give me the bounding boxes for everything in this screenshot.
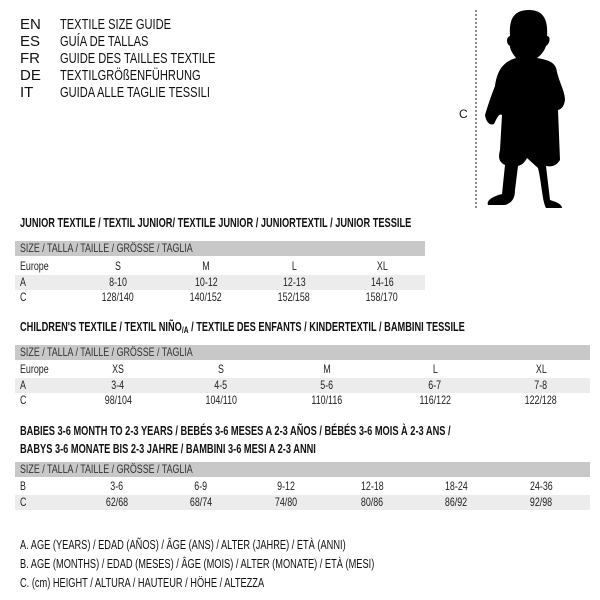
table-row: Europe XS S M L XL [15, 362, 590, 378]
table-cell: 92/98 [529, 494, 553, 509]
row-label: C [20, 393, 27, 407]
table-header-text: SIZE / TALLA / TAILLE / GRÖSSE / TAGLIA [20, 462, 193, 476]
table-cell: 3-4 [111, 377, 125, 392]
row-label: A [20, 377, 26, 392]
table-cell: 12-18 [360, 479, 384, 493]
row-label: A [20, 274, 26, 289]
table-cell: 80/86 [360, 494, 384, 509]
children-title-text: CHILDREN'S TEXTILE / TEXTIL NIÑO [20, 320, 182, 334]
language-code: EN [20, 16, 41, 33]
legend-item: C. (cm) HEIGHT / ALTURA / HAUTEUR / HÖHE… [20, 576, 265, 590]
table-cell: 152/158 [277, 290, 311, 304]
table-cell: 98/104 [104, 393, 132, 407]
table-cell: 24-36 [529, 479, 553, 493]
table-cell: M [202, 259, 210, 273]
table-header: SIZE / TALLA / TAILLE / GRÖSSE / TAGLIA [15, 462, 590, 477]
table-row: C 62/68 68/74 74/80 80/86 86/92 92/98 [15, 494, 590, 510]
babies-size-table: SIZE / TALLA / TAILLE / GRÖSSE / TAGLIA … [15, 462, 590, 510]
table-cell: M [323, 362, 331, 376]
row-label: C [20, 494, 27, 509]
table-cell: 68/74 [189, 494, 213, 509]
language-code: IT [20, 84, 34, 101]
table-cell: 140/152 [189, 290, 223, 304]
table-row: A 8-10 10-12 12-13 14-16 [15, 274, 425, 290]
table-row: C 128/140 140/152 152/158 158/170 [15, 290, 425, 306]
table-cell: 158/170 [365, 290, 399, 304]
abbreviation-legend: A. AGE (YEARS) / EDAD (AÑOS) / ÂGE (ANS)… [20, 536, 499, 593]
babies-title-line: BABYS 3-6 MONATE BIS 2-3 JAHRE / BAMBINI… [20, 442, 316, 456]
table-cell: 3-6 [110, 479, 124, 493]
language-title: GUIDA ALLE TAGLIE TESSILI [60, 84, 210, 101]
table-cell: 14-16 [370, 274, 394, 289]
legend-item: B. AGE (MONTHS) / EDAD (MESES) / ÂGE (MO… [20, 557, 375, 571]
row-label: Europe [20, 259, 49, 273]
row-label: C [20, 290, 27, 304]
children-title-rest: / TEXTILE DES ENFANTS / KINDERTEXTIL / B… [188, 320, 465, 334]
table-cell: 7-8 [534, 377, 548, 392]
table-cell: 4-5 [214, 377, 228, 392]
language-title: TEXTILGRÖßENFÜHRUNG [60, 67, 201, 84]
junior-size-table: SIZE / TALLA / TAILLE / GRÖSSE / TAGLIA … [15, 241, 425, 306]
table-cell: 104/110 [205, 393, 237, 407]
table-cell: XL [535, 362, 547, 376]
table-cell: S [115, 259, 121, 273]
table-cell: 74/80 [274, 494, 298, 509]
children-size-table: SIZE / TALLA / TAILLE / GRÖSSE / TAGLIA … [15, 345, 590, 409]
table-cell: 116/122 [419, 393, 451, 407]
table-cell: 5-6 [320, 377, 334, 392]
legend-item: A. AGE (YEARS) / EDAD (AÑOS) / ÂGE (ANS)… [20, 538, 346, 552]
language-title: GUÍA DE TALLAS [60, 33, 149, 50]
table-row: Europe S M L XL [15, 259, 425, 275]
language-code: FR [20, 50, 40, 67]
table-cell: 110/116 [311, 393, 343, 407]
height-measure-label: C [459, 107, 468, 121]
table-cell: S [218, 362, 224, 376]
table-row: C 98/104 104/110 110/116 116/122 122/128 [15, 393, 590, 409]
table-cell: 18-24 [444, 479, 468, 493]
table-header-text: SIZE / TALLA / TAILLE / GRÖSSE / TAGLIA [20, 241, 193, 255]
language-title: GUIDE DES TAILLES TEXTILE [60, 50, 216, 67]
table-row: B 3-6 6-9 9-12 12-18 18-24 24-36 [15, 479, 590, 495]
table-row: A 3-4 4-5 5-6 6-7 7-8 [15, 377, 590, 393]
children-section-title: CHILDREN'S TEXTILE / TEXTIL NIÑO/A / TEX… [20, 319, 600, 338]
table-cell: 10-12 [194, 274, 218, 289]
table-cell: 12-13 [282, 274, 306, 289]
table-cell: 6-9 [194, 479, 208, 493]
junior-title-text: JUNIOR TEXTILE / TEXTIL JUNIOR/ TEXTILE … [20, 216, 412, 230]
table-cell: 128/140 [101, 290, 135, 304]
table-header-text: SIZE / TALLA / TAILLE / GRÖSSE / TAGLIA [20, 345, 193, 359]
language-code: ES [20, 33, 41, 50]
babies-title-line: BABIES 3-6 MONTH TO 2-3 YEARS / BEBÉS 3-… [20, 424, 451, 438]
child-silhouette-icon [475, 10, 565, 208]
row-label: Europe [20, 362, 49, 376]
babies-section-title: BABIES 3-6 MONTH TO 2-3 YEARS / BEBÉS 3-… [20, 423, 600, 457]
language-code: DE [20, 67, 41, 84]
table-cell: XS [112, 362, 124, 376]
children-title-suffix: /A [181, 325, 189, 335]
table-cell: 86/92 [444, 494, 468, 509]
table-cell: 8-10 [109, 274, 127, 289]
table-cell: L [291, 259, 297, 273]
table-cell: 6-7 [428, 377, 442, 392]
row-label: B [20, 479, 26, 493]
table-cell: 9-12 [277, 479, 295, 493]
table-cell: 122/128 [524, 393, 558, 407]
table-header: SIZE / TALLA / TAILLE / GRÖSSE / TAGLIA [15, 345, 590, 360]
table-header: SIZE / TALLA / TAILLE / GRÖSSE / TAGLIA [15, 241, 425, 256]
table-cell: L [432, 362, 438, 376]
table-cell: 62/68 [105, 494, 129, 509]
junior-section-title: JUNIOR TEXTILE / TEXTIL JUNIOR/ TEXTILE … [20, 215, 549, 231]
language-title: TEXTILE SIZE GUIDE [60, 16, 172, 33]
table-cell: XL [376, 259, 388, 273]
